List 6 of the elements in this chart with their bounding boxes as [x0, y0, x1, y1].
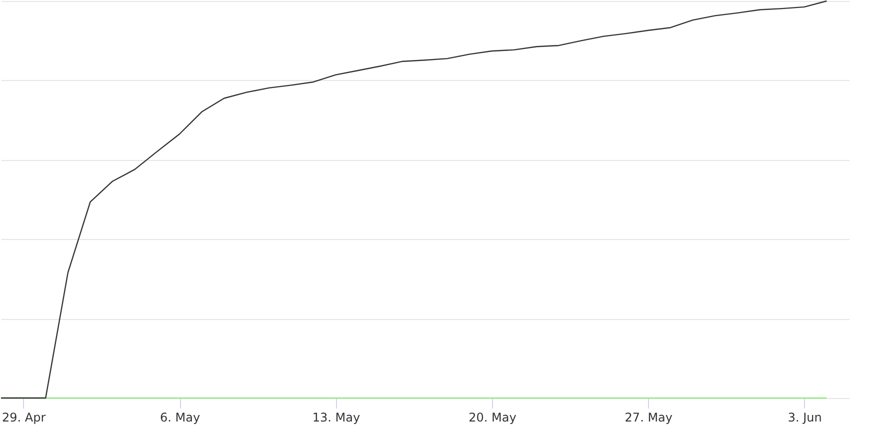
- x-tick-label: 3. Jun: [788, 410, 822, 424]
- x-tick-label: 13. May: [312, 410, 360, 424]
- x-tick-label: 6. May: [160, 410, 200, 424]
- x-tick-label: 27. May: [624, 410, 673, 424]
- x-tick-label: 20. May: [468, 410, 516, 424]
- x-tick-label: 29. Apr: [2, 410, 46, 424]
